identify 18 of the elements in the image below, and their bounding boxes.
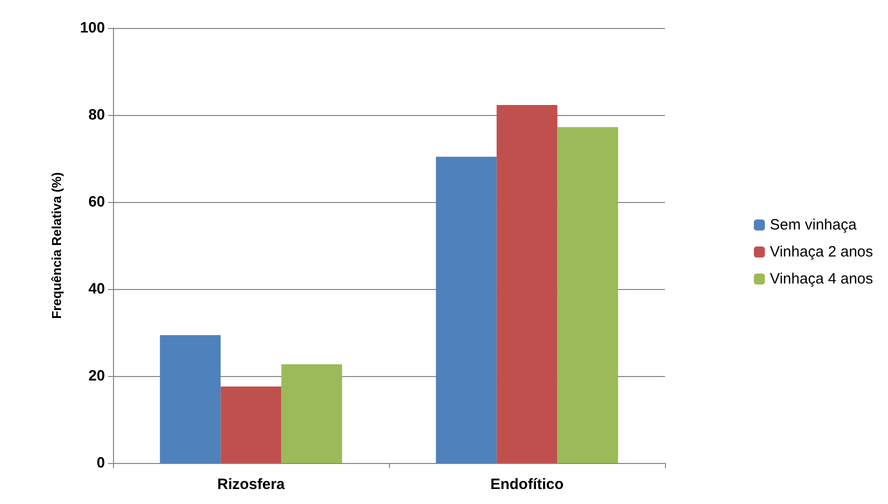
x-tick-label: Endofítico	[490, 476, 564, 493]
y-tick-label: 80	[88, 106, 105, 124]
y-tick-label: 60	[88, 194, 105, 210]
y-tick-label: 40	[88, 280, 105, 298]
y-tick-label: 100	[80, 20, 105, 36]
bar	[160, 335, 221, 463]
bar	[220, 386, 282, 463]
y-tick-label: 0	[96, 454, 105, 472]
bar	[281, 364, 342, 463]
bar	[557, 127, 618, 463]
legend-label: Vinhaça 4 anos	[770, 270, 873, 288]
bar	[436, 156, 497, 463]
y-tick-label: 20	[88, 368, 105, 384]
legend-label: Vinhaça 2 anos	[770, 244, 873, 260]
legend-label: Sem vinhaça	[770, 216, 858, 234]
bar	[496, 104, 558, 463]
y-axis-title: Frequência Relativa (%)	[49, 172, 64, 319]
x-tick-label: Rizosfera	[217, 476, 286, 493]
